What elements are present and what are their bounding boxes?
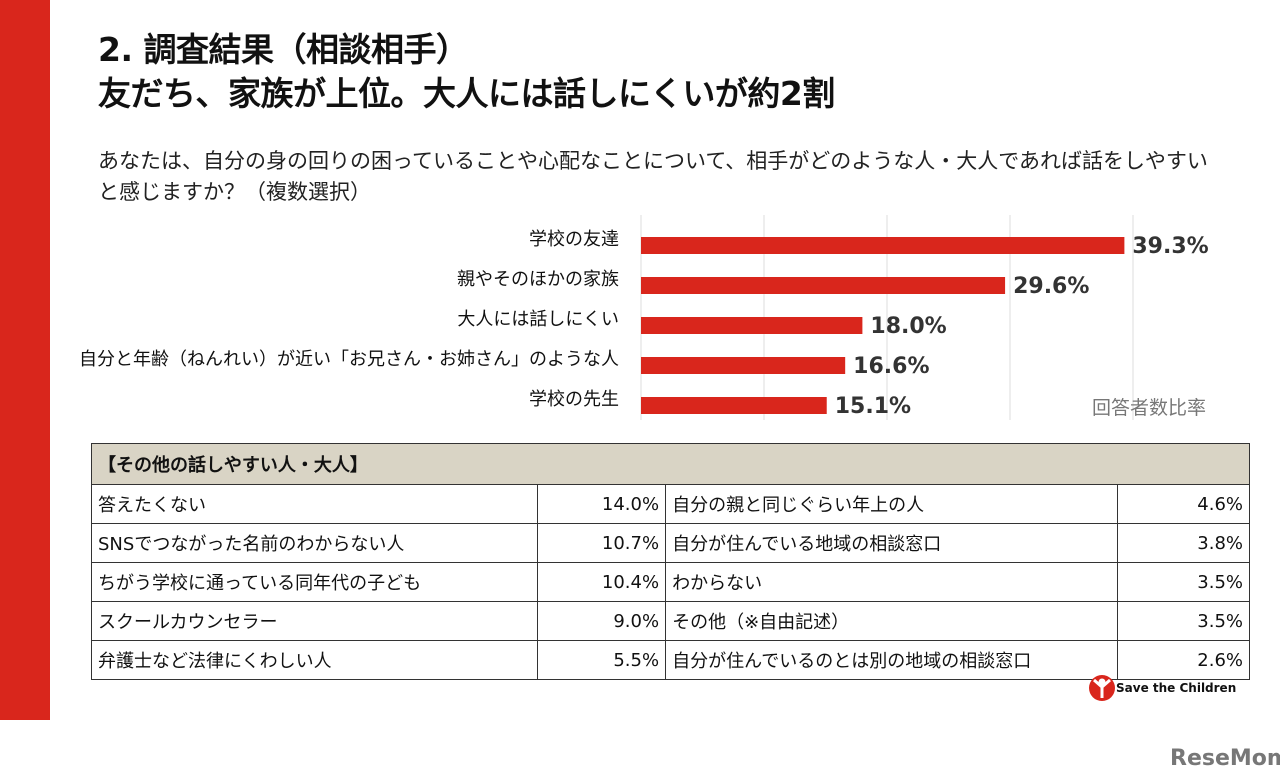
category-label: 学校の先生 (529, 389, 619, 410)
page-title: 2. 調査結果（相談相手） 友だち、家族が上位。大人には話しにくいが約2割 (98, 28, 835, 116)
value-label: 18.0% (870, 314, 946, 339)
row-label: その他（※自由記述） (665, 601, 1119, 641)
category-label: 自分と年齢（ねんれい）が近い「お兄さん・お姉さん」のような人 (79, 349, 619, 370)
row-value: 10.7% (537, 523, 667, 563)
value-label: 15.1% (835, 394, 911, 419)
row-value: 3.5% (1117, 601, 1250, 641)
table-row: スクールカウンセラー 9.0% その他（※自由記述） 3.5% (90, 601, 1250, 641)
row-label: わからない (665, 562, 1119, 602)
logo-text: Save the Children (1116, 681, 1237, 695)
table-row: 弁護士など法律にくわしい人 5.5% 自分が住んでいるのとは別の地域の相談窓口 2.6… (90, 640, 1250, 680)
accent-bar (0, 0, 50, 720)
save-the-children-logo: Save the Children (1088, 674, 1236, 702)
value-label: 29.6% (1013, 274, 1089, 299)
bar (641, 317, 863, 334)
watermark: ReseMom (1170, 746, 1280, 771)
other-table: 【その他の話しやすい人・大人】 答えたくない 14.0% 自分の親と同じぐらい年上の… (90, 443, 1250, 680)
row-value: 9.0% (537, 601, 667, 641)
child-figure-icon (1089, 675, 1115, 701)
bar (641, 357, 846, 374)
row-value: 3.8% (1117, 523, 1250, 563)
bar (641, 397, 827, 414)
value-label: 16.6% (853, 354, 929, 379)
row-label: 自分の親と同じぐらい年上の人 (665, 484, 1119, 524)
table-row: 答えたくない 14.0% 自分の親と同じぐらい年上の人 4.6% (90, 484, 1250, 524)
unit-label: 回答者数比率 (1092, 397, 1207, 419)
table-row: SNSでつながった名前のわからない人 10.7% 自分が住んでいる地域の相談窓口 3.… (90, 523, 1250, 563)
row-value: 5.5% (537, 640, 667, 680)
row-label: 自分が住んでいるのとは別の地域の相談窓口 (665, 640, 1119, 680)
table-row: ちがう学校に通っている同年代の子ども 10.4% わからない 3.5% (90, 562, 1250, 602)
bar (641, 237, 1125, 254)
row-value: 2.6% (1117, 640, 1250, 680)
row-label: 自分が住んでいる地域の相談窓口 (665, 523, 1119, 563)
category-label: 大人には話しにくい (457, 309, 619, 330)
bar (641, 277, 1006, 294)
row-value: 3.5% (1117, 562, 1250, 602)
title-line-2: 友だち、家族が上位。大人には話しにくいが約2割 (98, 74, 835, 113)
row-value: 10.4% (537, 562, 667, 602)
row-label: 答えたくない (90, 484, 539, 524)
value-label: 39.3% (1132, 234, 1208, 259)
bar-chart: 学校の友達 39.3% 親やそのほかの家族 29.6% 大人には話しにくい 18.0% 自分… (79, 215, 1209, 420)
row-value: 4.6% (1117, 484, 1250, 524)
category-label: 学校の友達 (529, 229, 619, 250)
row-value: 14.0% (537, 484, 667, 524)
title-line-1: 2. 調査結果（相談相手） (98, 30, 469, 69)
row-label: SNSでつながった名前のわからない人 (90, 523, 539, 563)
row-label: 弁護士など法律にくわしい人 (90, 640, 539, 680)
survey-question: あなたは、自分の身の回りの困っていることや心配なことについて、相手がどのような人… (98, 149, 1208, 204)
row-label: ちがう学校に通っている同年代の子ども (90, 562, 539, 602)
table-header: 【その他の話しやすい人・大人】 (91, 443, 1250, 485)
row-label: スクールカウンセラー (90, 601, 539, 641)
category-label: 親やそのほかの家族 (457, 269, 619, 290)
